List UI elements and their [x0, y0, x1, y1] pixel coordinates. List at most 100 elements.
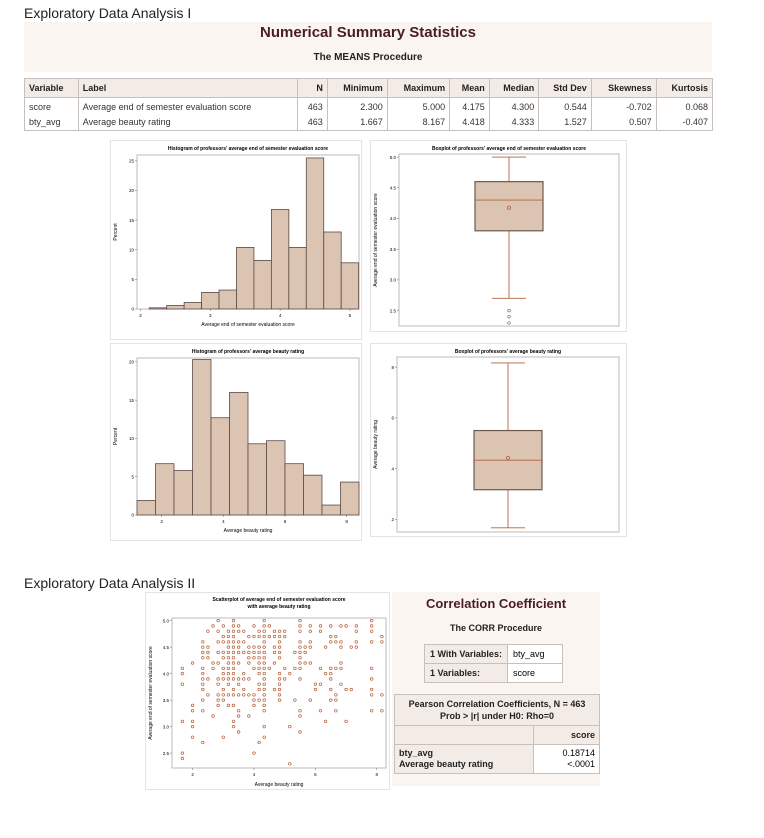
scatter-point	[242, 672, 246, 676]
boxplot-score-chart: Boxplot of professors' average end of se…	[373, 146, 620, 327]
scatter-point	[257, 634, 261, 639]
scatter-point	[231, 640, 236, 644]
scatter-point	[283, 634, 287, 639]
scatter-point	[180, 682, 184, 686]
y-tick-label: 3.0	[163, 724, 170, 729]
scatter-point	[262, 650, 266, 655]
scatter-point	[211, 661, 215, 665]
scatter-point	[252, 693, 256, 697]
scatter-point	[298, 730, 302, 734]
scatter-point	[308, 645, 312, 649]
y-tick-label: 4.0	[163, 671, 170, 676]
chart-title: Histogram of professors' average end of …	[168, 146, 328, 152]
scatter-point	[262, 619, 266, 623]
scatter-point	[257, 740, 261, 745]
scatter-point	[380, 709, 384, 713]
y-tick-label: 8	[391, 365, 394, 370]
y-tick-label: 10	[129, 436, 135, 441]
scatter-point	[257, 661, 261, 665]
scatter-point	[257, 687, 261, 692]
scatter-point	[354, 645, 358, 649]
y-axis-label: Percent	[113, 427, 119, 445]
scatter-point	[216, 698, 220, 702]
scatterplot-panel: Scatterplot of average end of semester e…	[145, 592, 390, 790]
boxplot-beauty-chart: Boxplot of professors' average beauty ra…	[373, 349, 620, 533]
scatter-point	[272, 661, 277, 665]
y-tick-label: 6	[391, 416, 394, 421]
y-tick-label: 5	[131, 474, 134, 479]
histogram-bar	[321, 504, 341, 516]
scatter-point	[339, 682, 343, 686]
scatter-point	[298, 629, 302, 633]
scatter-point	[262, 709, 266, 713]
scatter-point	[277, 693, 282, 697]
scatter-point	[201, 656, 205, 660]
scatter-point	[226, 650, 231, 655]
scatter-point	[201, 672, 205, 676]
section-title-2: Exploratory Data Analysis II	[24, 575, 196, 591]
mean-marker	[506, 205, 511, 210]
scatter-point	[226, 634, 231, 639]
row-label: Average beauty rating	[399, 759, 494, 769]
scatter-point	[231, 719, 236, 724]
scatter-point	[293, 698, 297, 702]
scatter-point	[247, 634, 251, 639]
scatter-point	[318, 666, 323, 671]
scatter-point	[283, 629, 287, 633]
histogram-bar	[340, 262, 360, 310]
scatter-point	[283, 677, 287, 681]
means-header-row: Variable Label N Minimum Maximum Mean Me…	[24, 78, 714, 98]
scatter-point	[236, 714, 241, 718]
y-tick-label: 3.0	[390, 278, 397, 283]
x-tick-label: 4	[222, 519, 225, 524]
scatter-point	[231, 677, 236, 681]
scatter-point	[236, 640, 241, 644]
chart-title: Boxplot of professors' average beauty ra…	[455, 349, 561, 355]
y-tick-label: 20	[129, 360, 135, 365]
scatter-point	[262, 735, 266, 739]
scatter-point	[262, 698, 266, 702]
corr-variables-table: 1 With Variables: bty_avg 1 Variables: sco…	[424, 644, 563, 683]
scatter-point	[262, 672, 266, 676]
scatter-point	[242, 693, 246, 697]
scatter-point	[206, 645, 210, 649]
scatter-point	[318, 629, 323, 633]
chart-title: Scatterplot of average end of semester e…	[212, 597, 345, 603]
scatter-point	[231, 624, 236, 628]
histogram-bar	[148, 307, 168, 310]
scatter-point	[231, 645, 236, 649]
y-tick-label: 4.5	[163, 645, 170, 650]
scatter-point	[298, 666, 302, 671]
y-tick-label: 4.0	[390, 216, 397, 221]
scatter-point	[242, 650, 246, 655]
scatter-point	[252, 656, 256, 660]
scatter-point	[236, 730, 241, 734]
scatter-point	[370, 629, 374, 633]
row-header: bty_avg Average beauty rating	[394, 744, 534, 774]
scatter-point	[370, 677, 374, 681]
y-tick-label: 2	[391, 517, 394, 522]
scatter-point	[231, 656, 236, 660]
scatter-point	[190, 709, 195, 713]
scatter-point	[236, 629, 241, 633]
cell: 4.418	[449, 115, 490, 131]
histogram-bar	[155, 463, 175, 516]
x-tick-label: 6	[314, 772, 317, 777]
cell: Average end of semester evaluation score	[77, 97, 299, 115]
scatter-point	[370, 640, 374, 644]
histogram-bar	[270, 209, 290, 310]
y-tick-label: 25	[129, 159, 135, 164]
blank-header	[394, 725, 534, 745]
scatter-point	[267, 624, 271, 628]
col-header-score: score	[533, 725, 600, 745]
outlier-point	[507, 309, 511, 313]
scatter-point	[267, 634, 271, 639]
scatter-point	[329, 687, 333, 692]
scatter-point	[221, 677, 225, 681]
cell: 4.175	[449, 97, 490, 115]
scatter-point	[334, 666, 338, 671]
scatter-point	[206, 693, 210, 697]
x-tick-label: 8	[376, 772, 379, 777]
scatter-point	[262, 693, 266, 697]
x-tick-label: 4	[279, 313, 282, 318]
